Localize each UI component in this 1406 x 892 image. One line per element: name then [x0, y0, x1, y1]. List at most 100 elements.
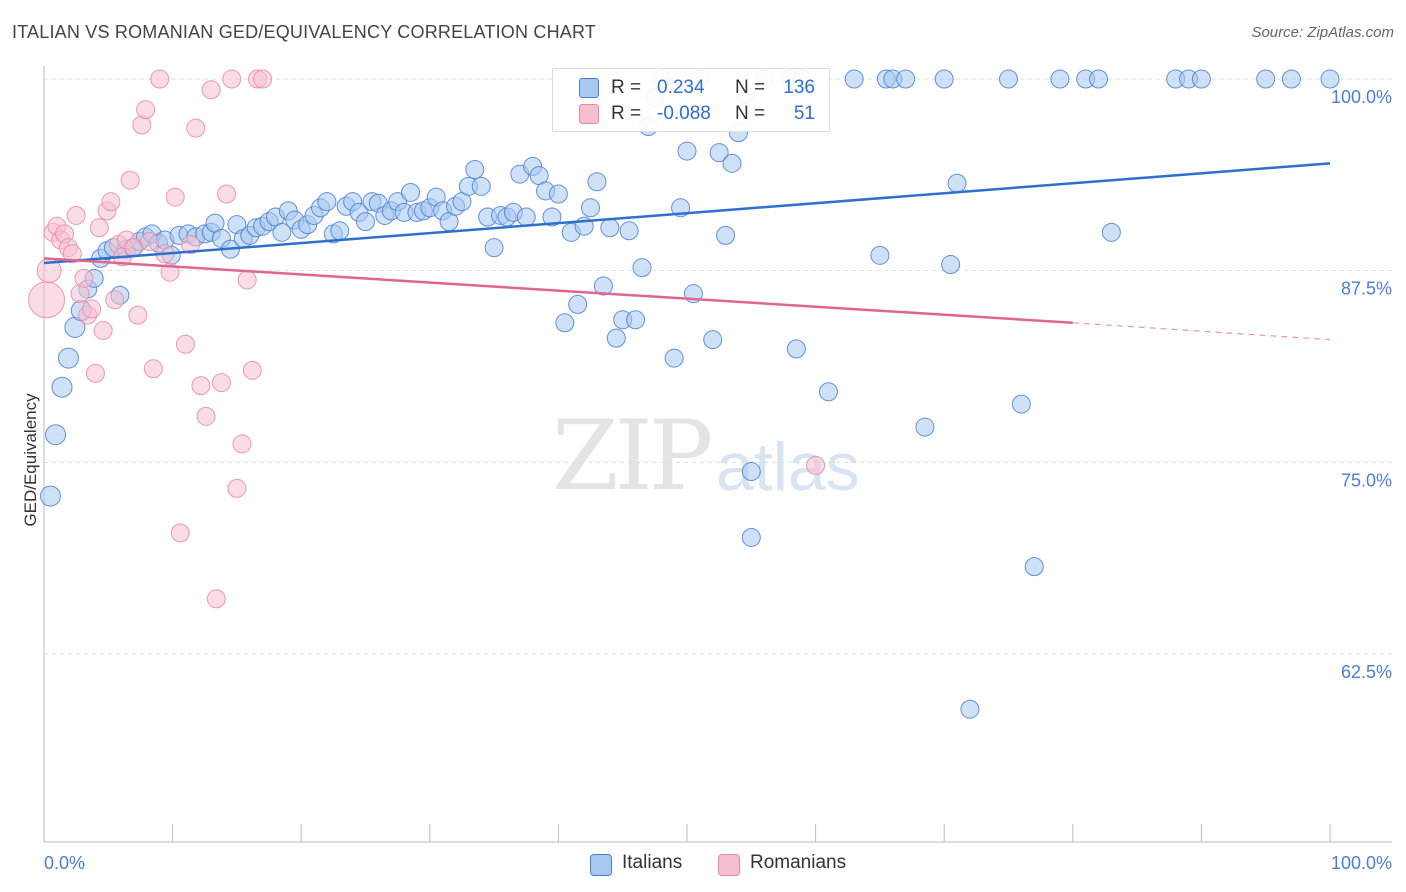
- italians-point: [934, 69, 954, 89]
- romanians-point: [62, 244, 82, 264]
- romanians-point: [806, 455, 826, 475]
- italians-point: [664, 348, 684, 368]
- italians-point: [568, 294, 588, 314]
- romanians-point: [105, 290, 125, 310]
- italians-point: [484, 238, 504, 258]
- romanians-point: [206, 589, 226, 609]
- legend-r-value: 0.234: [657, 77, 705, 98]
- italians-point: [960, 699, 980, 719]
- italians-point: [632, 258, 652, 278]
- romanians-point: [139, 232, 159, 252]
- romanians-point: [170, 523, 190, 543]
- italians-point: [716, 225, 736, 245]
- legend-r-value: -0.088: [657, 103, 711, 124]
- romanians-point: [201, 80, 221, 100]
- italians-point: [39, 485, 61, 507]
- legend-swatch-romanians: [579, 104, 599, 124]
- italians-point: [947, 173, 967, 193]
- italians-point: [844, 69, 864, 89]
- romanians-point: [101, 192, 121, 212]
- italians-point: [516, 207, 536, 227]
- italians-point: [330, 221, 350, 241]
- romanians-point: [186, 118, 206, 138]
- italians-point: [548, 184, 568, 204]
- italians-point: [600, 218, 620, 238]
- romanians-trend-line: [43, 257, 1073, 325]
- italians-point: [471, 176, 491, 196]
- italians-point: [1256, 69, 1276, 89]
- watermark-zip: ZIP: [552, 400, 713, 512]
- legend-r-label: R =: [611, 103, 642, 124]
- italians-point: [1089, 69, 1109, 89]
- romanians-point: [28, 281, 66, 319]
- italians-point: [741, 527, 761, 547]
- legend-n-label: N =: [735, 77, 766, 98]
- italians-point: [709, 143, 729, 163]
- y-tick-label: 75.0%: [1341, 470, 1392, 490]
- italians-point: [915, 417, 935, 437]
- source-label: Source: ZipAtlas.com: [1251, 24, 1394, 41]
- italians-point: [741, 462, 761, 482]
- romanians-point: [242, 360, 262, 380]
- italians-point: [870, 245, 890, 265]
- romanians-point: [227, 478, 247, 498]
- x-tick-label: 100.0%: [1331, 853, 1392, 873]
- italians-point: [401, 182, 421, 202]
- italians-point: [1024, 557, 1044, 577]
- romanians-point: [136, 100, 156, 120]
- romanians-point: [93, 320, 113, 340]
- italians-point: [818, 382, 838, 402]
- bottom-legend-label-romanians: Romanians: [750, 852, 847, 873]
- romanians-point: [191, 376, 211, 396]
- legend-row-romanians: R = -0.088 N = 51: [553, 101, 829, 127]
- italians-point: [941, 255, 961, 275]
- x-tick-label: 0.0%: [44, 853, 85, 873]
- legend-n-value: 51: [793, 103, 815, 124]
- trend-layer: [43, 162, 1331, 341]
- italians-point: [606, 328, 626, 348]
- romanians-point: [253, 69, 273, 89]
- romanians-trend-extension: [1072, 322, 1331, 341]
- romanians-point: [165, 187, 185, 207]
- romanians-point: [85, 363, 105, 383]
- labels-layer: 100.0% 87.5% 75.0% 62.5% 0.0% 100.0% GED/Equiv…: [21, 87, 1392, 873]
- italians-point: [1050, 69, 1070, 89]
- italians-point: [1101, 222, 1121, 242]
- italians-point: [587, 172, 607, 192]
- italians-point: [45, 424, 67, 446]
- points-layer: [28, 69, 1340, 719]
- legend-n-value: 136: [783, 77, 815, 98]
- legend-r-label: R =: [611, 77, 642, 98]
- italians-point: [1191, 69, 1211, 89]
- bottom-legend-swatch-romanians: [718, 854, 740, 876]
- italians-point: [593, 276, 613, 296]
- legend-n-label: N =: [735, 103, 766, 124]
- italians-point: [356, 212, 375, 232]
- y-tick-label: 87.5%: [1341, 279, 1392, 299]
- italians-point: [999, 69, 1018, 89]
- romanians-point: [143, 359, 163, 379]
- romanians-point: [217, 184, 237, 204]
- italians-point: [1011, 394, 1031, 414]
- italians-point: [677, 141, 697, 161]
- italians-point: [57, 347, 79, 369]
- romanians-point: [222, 69, 242, 89]
- y-tick-label: 62.5%: [1341, 662, 1392, 682]
- chart-title: ITALIAN VS ROMANIAN GED/EQUIVALENCY CORR…: [12, 22, 597, 42]
- italians-point: [1320, 69, 1340, 89]
- y-tick-label: 100.0%: [1331, 87, 1392, 107]
- bottom-legend-swatch-italians: [590, 854, 612, 876]
- romanians-point: [66, 205, 86, 225]
- italians-point: [1281, 69, 1301, 89]
- italians-point: [542, 207, 562, 227]
- italians-point: [786, 339, 806, 359]
- italians-point: [722, 153, 742, 173]
- romanians-point: [120, 170, 140, 190]
- romanians-point: [74, 268, 94, 288]
- romanians-point: [89, 218, 109, 238]
- romanians-point: [82, 299, 102, 319]
- legend-swatch-italians: [579, 78, 599, 98]
- axis-layer: [43, 66, 1392, 843]
- romanians-point: [181, 235, 201, 255]
- romanians-point: [211, 373, 231, 393]
